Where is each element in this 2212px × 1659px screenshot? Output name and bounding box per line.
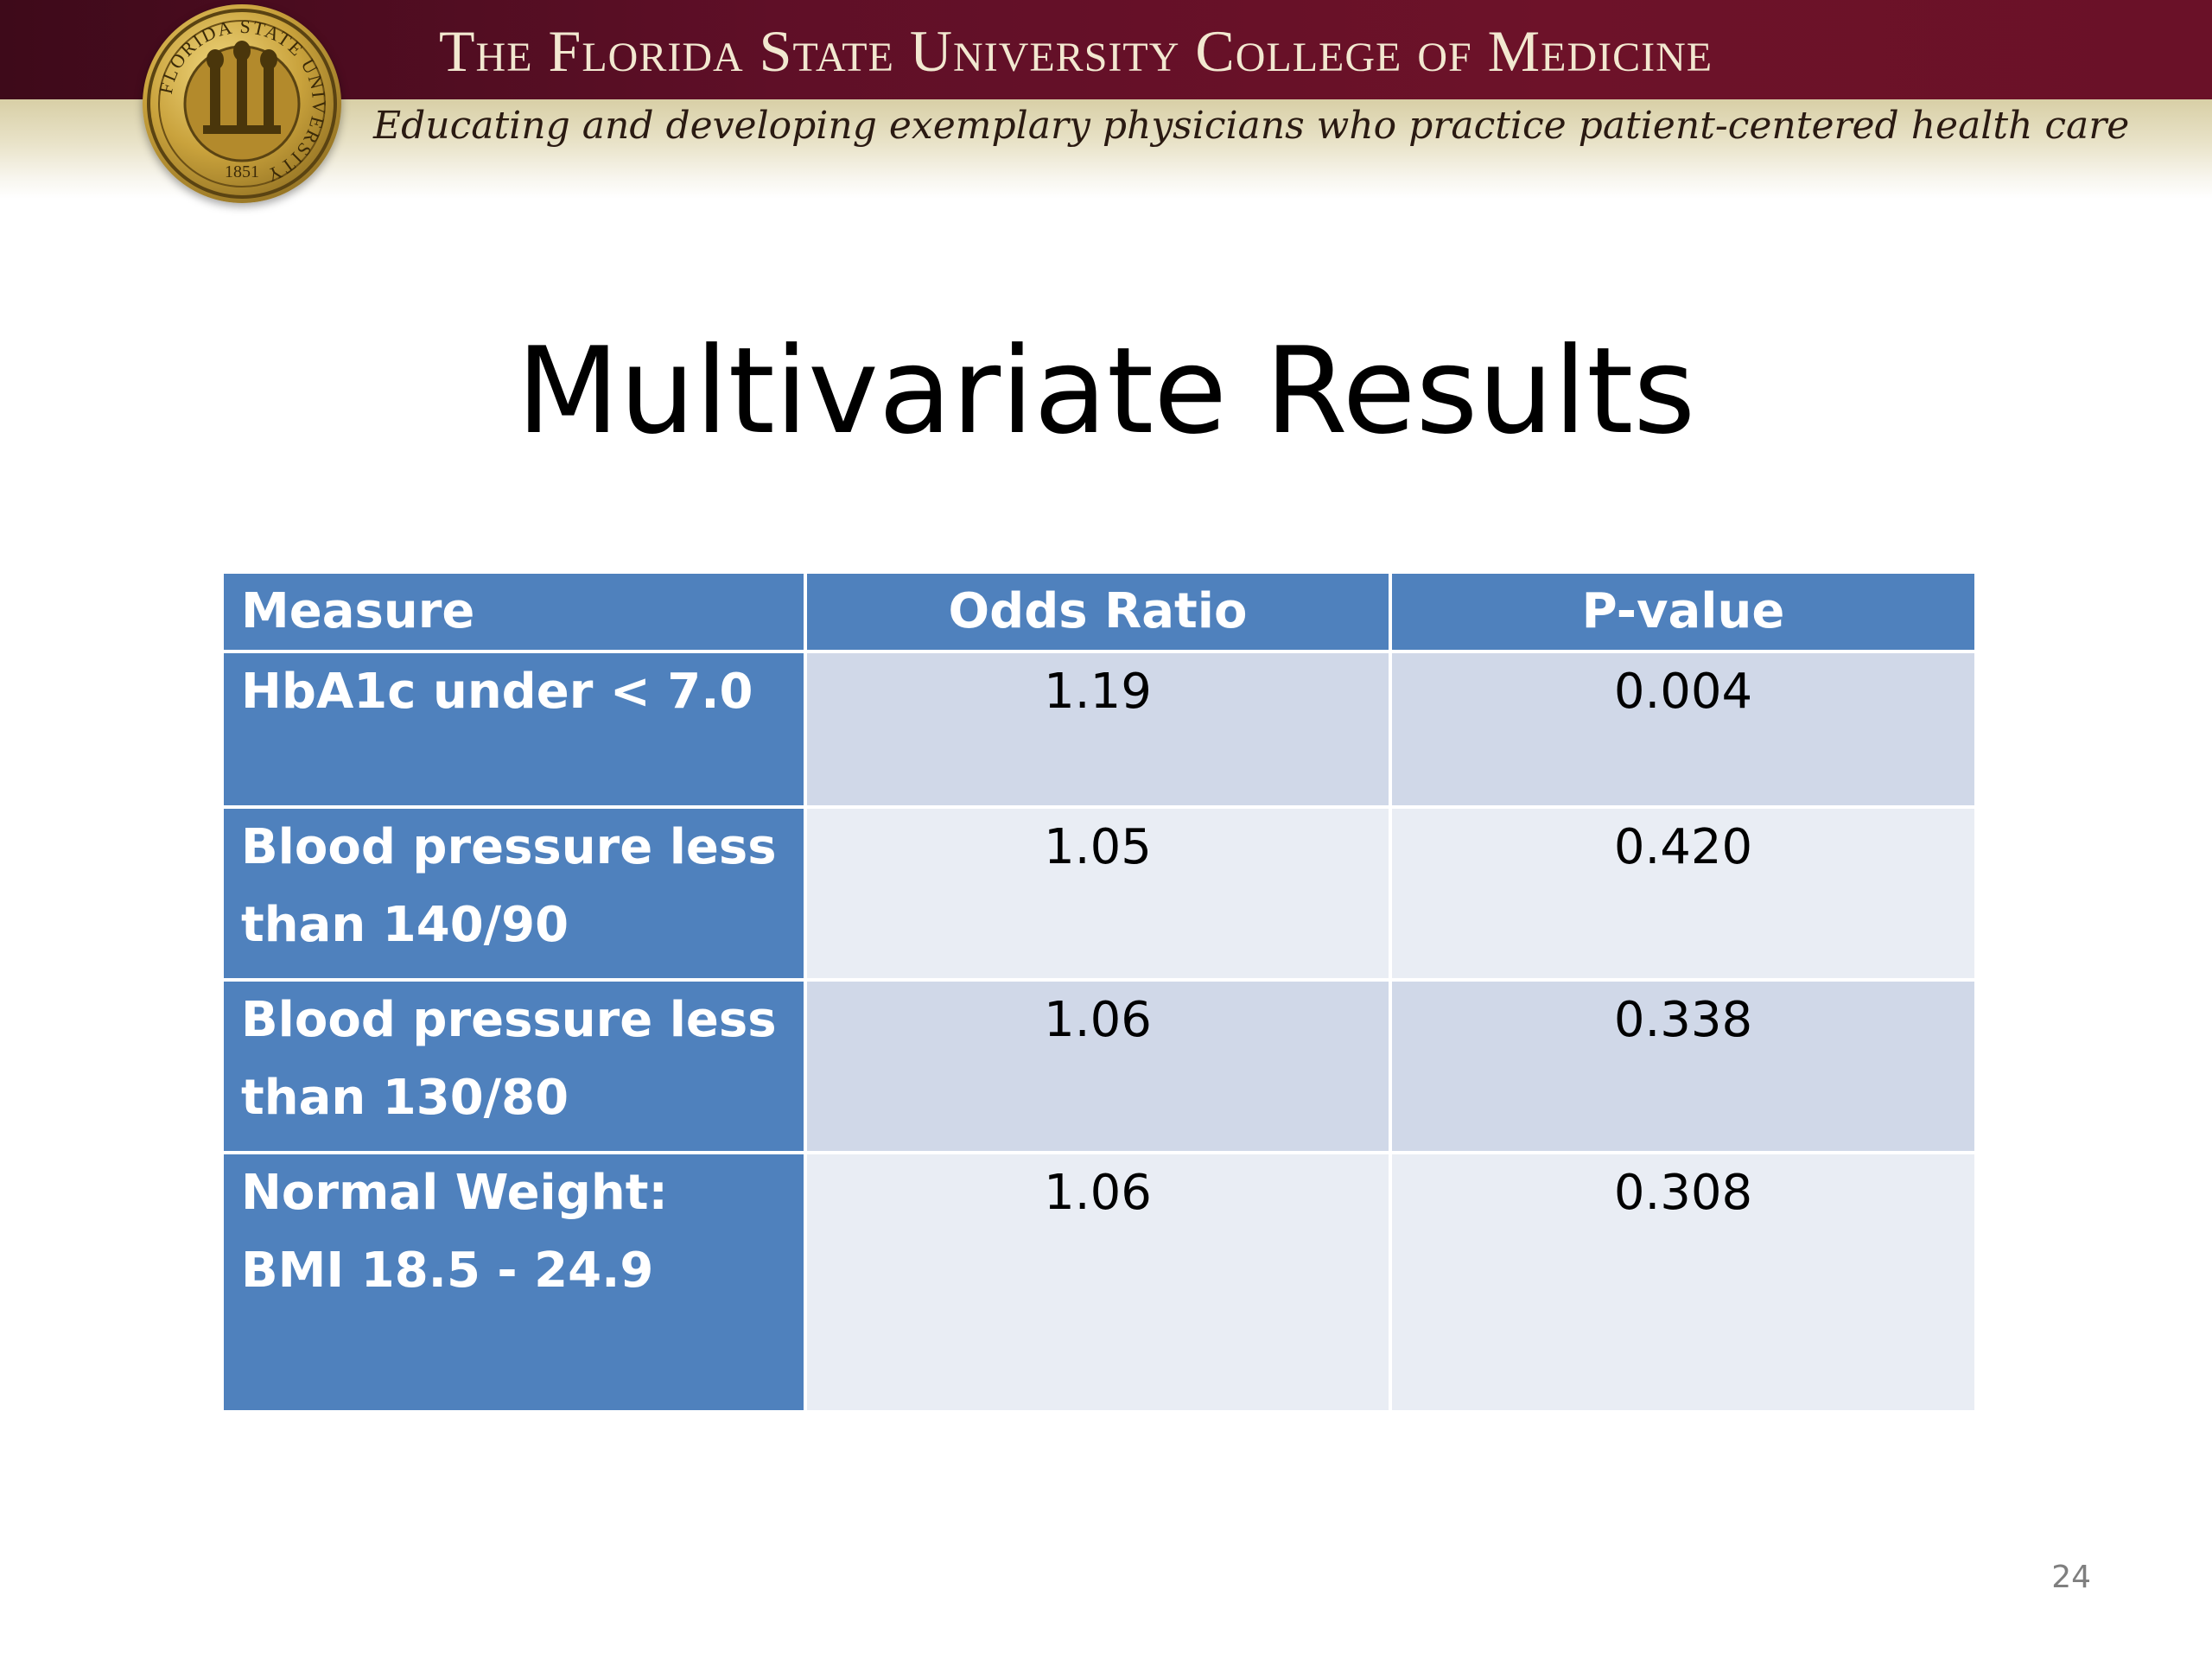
odds-ratio-cell: 1.19 bbox=[804, 650, 1392, 809]
header-odds-ratio: Odds Ratio bbox=[804, 570, 1392, 653]
measure-cell: HbA1c under < 7.0 bbox=[220, 650, 807, 809]
header-measure: Measure bbox=[220, 570, 807, 653]
measure-line: BMI 18.5 - 24.9 bbox=[241, 1243, 654, 1299]
measure-line: Blood pressure less bbox=[241, 992, 777, 1048]
p-value-cell: 0.004 bbox=[1389, 650, 1978, 809]
p-value-cell: 0.420 bbox=[1389, 805, 1978, 982]
measure-line: than 140/90 bbox=[241, 897, 569, 953]
banner-tagline: Educating and developing exemplary physi… bbox=[373, 104, 2130, 148]
table-row: HbA1c under < 7.0 1.19 0.004 bbox=[220, 650, 1978, 809]
measure-line: than 130/80 bbox=[241, 1070, 569, 1126]
p-value-cell: 0.338 bbox=[1389, 978, 1978, 1154]
table-row: Normal Weight: BMI 18.5 - 24.9 1.06 0.30… bbox=[220, 1151, 1978, 1414]
fsu-seal-icon: FLORIDA STATE UNIVERSITY 1851 bbox=[143, 4, 341, 203]
banner-title: The Florida State University College of … bbox=[439, 18, 1713, 84]
slide-number: 24 bbox=[2051, 1560, 2091, 1595]
table-header-row: Measure Odds Ratio P-value bbox=[220, 570, 1978, 653]
banner-garnet-bar bbox=[0, 0, 2212, 99]
odds-ratio-cell: 1.06 bbox=[804, 978, 1392, 1154]
measure-cell: Blood pressure less than 130/80 bbox=[220, 978, 807, 1154]
banner-gold-bar bbox=[0, 99, 2212, 199]
measure-line: HbA1c under < 7.0 bbox=[241, 664, 753, 720]
seal-year: 1851 bbox=[225, 162, 259, 181]
slide-title: Multivariate Results bbox=[516, 321, 1696, 461]
table-row: Blood pressure less than 140/90 1.05 0.4… bbox=[220, 805, 1978, 982]
odds-ratio-cell: 1.05 bbox=[804, 805, 1392, 982]
measure-cell: Blood pressure less than 140/90 bbox=[220, 805, 807, 982]
measure-cell: Normal Weight: BMI 18.5 - 24.9 bbox=[220, 1151, 807, 1414]
table-row: Blood pressure less than 130/80 1.06 0.3… bbox=[220, 978, 1978, 1154]
p-value-cell: 0.308 bbox=[1389, 1151, 1978, 1414]
results-table: Measure Odds Ratio P-value HbA1c under <… bbox=[220, 570, 1978, 1414]
measure-line: Blood pressure less bbox=[241, 819, 777, 875]
odds-ratio-cell: 1.06 bbox=[804, 1151, 1392, 1414]
header-p-value: P-value bbox=[1389, 570, 1978, 653]
measure-line: Normal Weight: bbox=[241, 1165, 668, 1221]
